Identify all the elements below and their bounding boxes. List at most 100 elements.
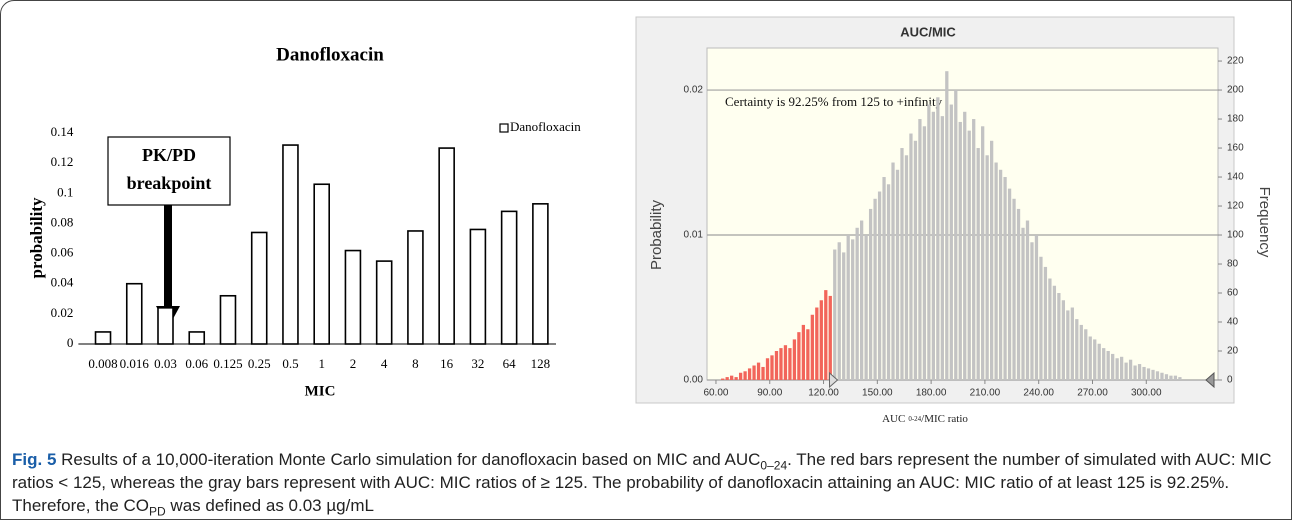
histogram-bar (886, 184, 891, 380)
y2-tick-label: 20 (1227, 346, 1239, 357)
x-tick-label: 0.25 (248, 356, 271, 371)
y-axis-label: probability (27, 197, 46, 278)
histogram-bar (1137, 364, 1142, 380)
histogram-bar (779, 348, 783, 380)
histogram-bar (1061, 300, 1065, 380)
histogram-bar (927, 104, 931, 381)
histogram-bar (904, 155, 909, 380)
histogram-bar (891, 162, 895, 380)
histogram-bar (1016, 208, 1021, 380)
x-tick-label: 120.00 (808, 388, 839, 399)
histogram-bar (855, 227, 859, 380)
x-tick-label: 240.00 (1023, 388, 1054, 399)
histogram-bar (1146, 368, 1151, 380)
histogram-bar (1012, 198, 1016, 380)
histogram-bar (1142, 366, 1146, 380)
x-tick-label: 0.125 (213, 356, 242, 371)
histogram-bar (837, 242, 841, 380)
histogram-bar (922, 126, 927, 380)
histogram-bar (1111, 353, 1115, 380)
y-tick-label: 0.04 (51, 275, 74, 290)
chart-title: AUC/MIC (900, 24, 956, 39)
histogram-bar (940, 116, 944, 380)
histogram-bar (765, 358, 770, 380)
y-tick-label: 0.02 (51, 305, 74, 320)
x-axis-label: MIC (305, 383, 336, 399)
histogram-bar (972, 119, 976, 380)
histogram-bar (931, 111, 936, 380)
histogram-bar (936, 97, 940, 381)
histogram-bar (994, 162, 998, 380)
histogram-bar (756, 362, 761, 380)
histogram-bar (1084, 329, 1088, 380)
histogram-bar (1066, 310, 1070, 380)
histogram-bar (730, 375, 734, 380)
histogram-bar (770, 355, 774, 380)
y-tick-label: 0.14 (51, 124, 74, 139)
y2-tick-label: 0 (1227, 375, 1233, 386)
caption-sub: PD (149, 504, 166, 519)
histogram-bar (810, 314, 814, 380)
annotation: Certainty is 92.25% from 125 to +infinit… (725, 94, 943, 109)
histogram-bar (1048, 278, 1052, 380)
histogram-bar (895, 169, 900, 380)
histogram-bar (1039, 256, 1043, 380)
histogram-bar (981, 126, 985, 380)
y-tick-label: 0.06 (51, 245, 74, 260)
histogram-bar (819, 300, 823, 380)
x-tick-label: 90.00 (757, 388, 782, 399)
histogram-bar (945, 71, 949, 380)
histogram-bar (882, 177, 886, 380)
histogram-bar (1097, 343, 1101, 380)
histogram-bar (743, 371, 747, 380)
caption-sub: 0–24 (760, 458, 788, 473)
histogram-bar (792, 339, 797, 380)
histogram-bar (963, 111, 967, 380)
bar (313, 183, 331, 345)
y2-tick-label: 180 (1227, 114, 1244, 125)
histogram-bar (900, 148, 904, 380)
x-tick-label: 210.00 (970, 388, 1001, 399)
histogram-bar (783, 345, 788, 380)
histogram-bar (913, 140, 918, 380)
x-tick-label: 32 (471, 356, 484, 371)
histogram-bar (761, 366, 765, 380)
histogram-bar (949, 104, 953, 381)
histogram-bar (1178, 377, 1182, 380)
certainty-marker (1205, 371, 1215, 389)
x-tick-label: 0.03 (154, 356, 177, 371)
x-tick-label: 300.00 (1131, 388, 1162, 399)
histogram-bar (1007, 188, 1012, 380)
histogram-bar (976, 148, 980, 380)
x-tick-label: 0.5 (282, 356, 298, 371)
histogram-bar (1057, 293, 1061, 380)
histogram-bar (1115, 358, 1119, 380)
y2-tick-label: 60 (1227, 288, 1239, 299)
x-tick-label: 8 (412, 356, 419, 371)
bar (500, 210, 518, 345)
y2-tick-label: 120 (1227, 201, 1244, 212)
histogram-bar (967, 130, 971, 380)
y-tick-label: 0 (67, 335, 74, 350)
histogram-bar (1133, 365, 1137, 380)
x-tick-label: 64 (503, 356, 517, 371)
y-tick-label: 0.08 (51, 214, 74, 229)
x-tick-label: 2 (350, 356, 357, 371)
histogram-bar (1030, 242, 1034, 380)
histogram-bar (815, 307, 819, 380)
y2-tick-label: 160 (1227, 143, 1244, 154)
bar (407, 230, 424, 345)
y2-axis-label: Frequency (1256, 187, 1273, 258)
histogram-bar (1173, 375, 1178, 380)
annotation: breakpoint (127, 173, 212, 193)
histogram-bar (864, 235, 868, 380)
histogram-bar (752, 365, 756, 380)
caption-text: Results of a 10,000-iteration Monte Carl… (61, 450, 761, 469)
y-tick-label: 0.01 (684, 230, 704, 241)
histogram-bar (918, 119, 922, 380)
x-axis-label-sub: 0-24 (908, 415, 921, 423)
bar (532, 203, 549, 345)
histogram-bar (801, 324, 806, 380)
plot-area (706, 47, 1219, 381)
